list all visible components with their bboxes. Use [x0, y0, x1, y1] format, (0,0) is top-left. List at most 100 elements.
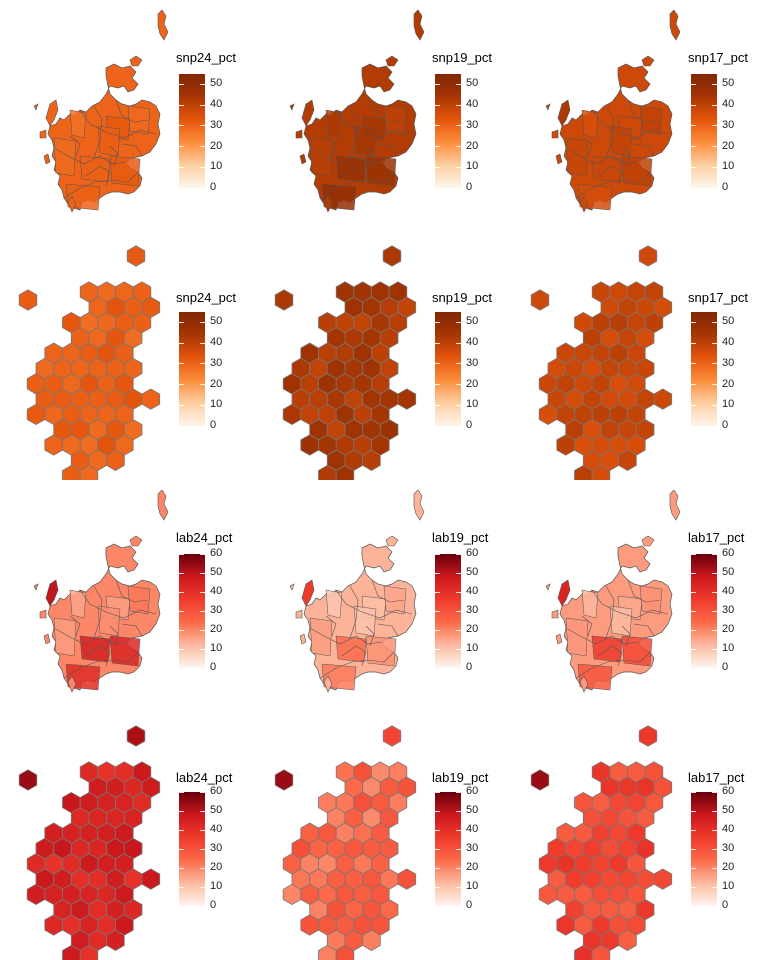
legend-tick-label: 30	[722, 842, 735, 854]
hex-map-panel-snp17_pct: snp17_pct 0 10 20 30 40 50	[512, 240, 768, 480]
legend-tick-label: 20	[466, 623, 479, 635]
legend-tick-label: 10	[466, 160, 479, 173]
legend-tick-mark	[179, 363, 205, 365]
hexagon-map	[530, 725, 673, 960]
legend-tick-label: 30	[210, 356, 223, 369]
legend-tick-label: 50	[466, 804, 479, 816]
hex-cell	[106, 449, 125, 471]
island-region	[157, 9, 169, 41]
legend-tick-mark	[691, 667, 717, 669]
legend-tick-mark	[691, 610, 717, 612]
hex-cell	[397, 868, 417, 890]
hex-cell	[618, 449, 637, 471]
hexagon-map	[18, 725, 161, 960]
island-region	[33, 103, 39, 111]
legend-tick-label: 50	[722, 77, 735, 90]
geo-map-panel-snp24_pct: snp24_pct 0 10 20 30 40 50	[0, 0, 256, 240]
legend-tick-label: 0	[210, 419, 217, 431]
color-legend: snp24_pct 0 10 20 30 40 50	[176, 240, 256, 480]
legend-color-bar	[691, 312, 717, 426]
island-region	[301, 579, 315, 607]
legend-tick-mark	[435, 867, 461, 869]
legend-title: snp19_pct	[432, 50, 492, 65]
hexagon-map	[530, 245, 673, 480]
constituency-region	[565, 137, 589, 177]
legend-title: lab17_pct	[688, 770, 745, 785]
color-legend: lab17_pct 0 10 20 30 40 50 60	[688, 480, 768, 720]
legend-tick-mark	[435, 83, 461, 85]
legend-tick-mark	[179, 629, 205, 631]
hex-cell	[126, 245, 146, 267]
island-region	[129, 535, 143, 547]
legend-tick-label: 30	[722, 118, 735, 131]
legend-color-bar	[691, 74, 717, 188]
hex-cell	[591, 464, 611, 480]
hex-cell	[591, 944, 611, 960]
constituency-map	[545, 489, 681, 693]
legend-tick-mark	[435, 321, 461, 323]
legend-tick-mark	[179, 572, 205, 574]
legend-tick-label: 50	[210, 566, 223, 578]
legend-tick-label: 40	[210, 585, 223, 597]
constituency-region	[383, 585, 407, 615]
color-legend: lab19_pct 0 10 20 30 40 50 60	[432, 480, 512, 720]
color-legend: lab24_pct 0 10 20 30 40 50 60	[176, 480, 256, 720]
legend-tick-mark	[691, 591, 717, 593]
legend-tick-mark	[435, 829, 461, 831]
island-region	[555, 153, 563, 165]
legend-tick-mark	[691, 321, 717, 323]
legend-tick-mark	[435, 187, 461, 189]
legend-tick-label: 10	[466, 642, 479, 654]
legend-tick-label: 10	[722, 160, 735, 173]
legend-tick-label: 40	[210, 823, 223, 835]
legend-tick-label: 50	[210, 315, 223, 328]
legend-tick-label: 20	[722, 861, 735, 873]
constituency-region	[309, 137, 333, 177]
island-region	[323, 675, 333, 693]
island-region	[45, 579, 59, 607]
island-region	[43, 633, 51, 645]
legend-tick-label: 40	[722, 585, 735, 597]
island-region	[129, 55, 143, 67]
color-legend: snp19_pct 0 10 20 30 40 50	[432, 0, 512, 240]
constituency-region	[127, 585, 151, 615]
hex-cell	[530, 769, 550, 791]
hex-cell	[106, 929, 125, 951]
hex-cell	[141, 388, 161, 410]
hex-cell	[335, 944, 355, 960]
legend-tick-mark	[691, 867, 717, 869]
color-legend: lab19_pct 0 10 20 30 40 50 60	[432, 720, 512, 960]
legend-tick-mark	[691, 384, 717, 386]
legend-title: snp17_pct	[688, 50, 748, 65]
constituency-region	[69, 589, 87, 619]
color-legend: snp17_pct 0 10 20 30 40 50	[688, 240, 768, 480]
legend-tick-mark	[691, 404, 717, 406]
legend-tick-label: 30	[466, 604, 479, 616]
hex-map-panel-snp24_pct: snp24_pct 0 10 20 30 40 50	[0, 240, 256, 480]
legend-tick-label: 10	[466, 398, 479, 411]
constituency-region	[97, 125, 121, 157]
legend-tick-mark	[179, 384, 205, 386]
legend-tick-mark	[691, 166, 717, 168]
legend-tick-label: 40	[722, 823, 735, 835]
legend-tick-mark	[179, 104, 205, 106]
island-region	[413, 9, 425, 41]
legend-tick-mark	[435, 104, 461, 106]
constituency-region	[609, 125, 633, 157]
legend-tick-mark	[691, 829, 717, 831]
legend-tick-label: 30	[466, 118, 479, 131]
legend-tick-label: 40	[722, 98, 735, 111]
constituency-region	[353, 125, 377, 157]
hex-cell	[638, 245, 658, 267]
legend-tick-mark	[691, 905, 717, 907]
island-region	[545, 583, 551, 591]
island-region	[67, 675, 77, 693]
legend-tick-mark	[179, 553, 205, 555]
legend-tick-label: 10	[210, 398, 223, 411]
hex-map-panel-lab24_pct: lab24_pct 0 10 20 30 40 50 60	[0, 720, 256, 960]
legend-tick-mark	[435, 425, 461, 427]
legend-tick-mark	[435, 905, 461, 907]
geo-map-panel-snp17_pct: snp17_pct 0 10 20 30 40 50	[512, 0, 768, 240]
legend-title: snp24_pct	[176, 50, 236, 65]
legend-tick-mark	[435, 553, 461, 555]
